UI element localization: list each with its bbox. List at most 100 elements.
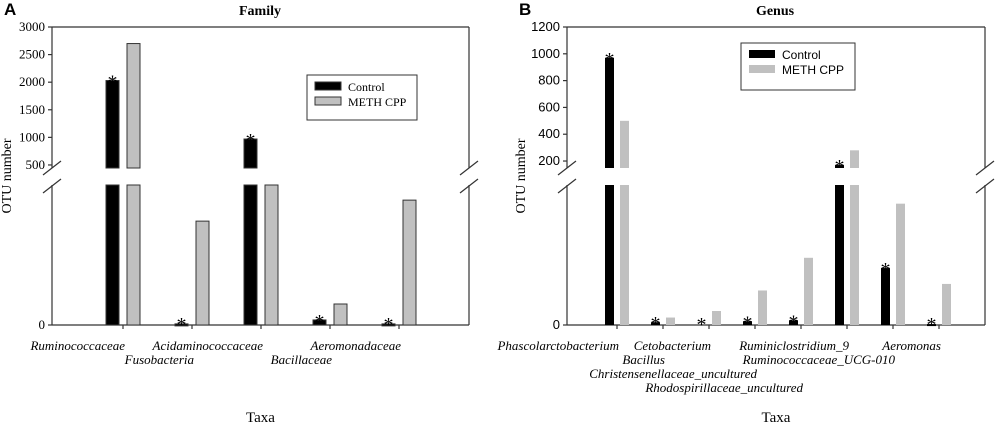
bar-meth-cpp-upper: [620, 120, 629, 168]
x-tick-label: Aeromonadaceae: [310, 338, 402, 353]
bar-control-lower: [835, 185, 844, 325]
significance-asterisk: *: [315, 311, 325, 333]
y-tick-label: 3000: [19, 19, 45, 34]
bar-meth-cpp-lower: [850, 185, 859, 325]
chart-title: Genus: [756, 4, 795, 19]
bar-meth-cpp: [402, 199, 417, 326]
legend-swatch-control: [314, 81, 342, 91]
x-tick-label: Aeromonas: [881, 338, 941, 353]
bar-meth-cpp: [195, 220, 210, 326]
significance-asterisk: *: [177, 314, 187, 336]
legend-label: METH CPP: [782, 63, 844, 77]
axis-break-mark: [975, 178, 995, 194]
legend-label: METH CPP: [348, 95, 407, 109]
significance-asterisk: *: [789, 311, 799, 333]
y-tick-label: 2500: [19, 47, 45, 62]
bar-control-upper: [243, 138, 258, 169]
bar-meth-cpp: [264, 184, 279, 326]
significance-asterisk: *: [246, 130, 256, 152]
y-tick-label: 400: [538, 126, 560, 141]
y-tick-label: 200: [538, 153, 560, 168]
significance-asterisk: *: [835, 156, 845, 178]
x-tick-label: Rhodospirillaceae_uncultured: [644, 380, 803, 395]
bar-control: [789, 320, 798, 325]
axis-break-mark: [557, 160, 577, 176]
bar-control: [651, 322, 660, 325]
bar-meth-cpp: [333, 303, 348, 326]
panel-b: B Genus OTU number Taxa 200 400 600 800 1000 1200…: [496, 0, 995, 426]
axis-break-mark: [557, 178, 577, 194]
chart-title: Family: [239, 4, 281, 19]
bar-meth-cpp: [712, 311, 721, 325]
panel-label: B: [519, 0, 531, 19]
bar-control: [312, 319, 327, 326]
axis-break-mark: [975, 160, 995, 176]
y-tick-label: 1500: [19, 102, 45, 117]
bar-control-lower: [243, 184, 258, 326]
bar-control-upper: [835, 165, 844, 168]
legend-label: Control: [782, 48, 821, 62]
bar-meth-cpp: [758, 290, 767, 325]
bar-meth-cpp-lower: [126, 184, 141, 326]
bar-meth-cpp: [804, 257, 813, 325]
bar-meth-cpp: [666, 317, 675, 325]
significance-asterisk: *: [927, 314, 937, 336]
x-tick-label: Acidaminococcaceae: [152, 338, 264, 353]
y-tick-label: 1000: [531, 46, 560, 61]
bar-control-lower: [105, 184, 120, 326]
axis-break-mark: [42, 160, 62, 176]
significance-asterisk: *: [651, 313, 661, 335]
x-axis-label: Taxa: [762, 410, 791, 426]
axis-break-mark: [459, 178, 479, 194]
x-tick-label: Bacillus: [622, 352, 665, 367]
y-tick-label: 600: [538, 99, 560, 114]
x-tick-label: Fusobacteria: [124, 352, 195, 367]
y-tick-label: 800: [538, 73, 560, 88]
significance-asterisk: *: [605, 49, 615, 71]
bar-control: [927, 324, 936, 327]
y-tick-label: 2000: [19, 74, 45, 89]
bar-control-upper: [105, 80, 120, 169]
bar-control-lower: [605, 185, 614, 325]
bar-control: [743, 321, 752, 325]
x-tick-label: Cetobacterium: [634, 338, 711, 353]
x-tick-label: Ruminococcaceae: [29, 338, 125, 353]
x-tick-label: Phascolarctobacterium: [496, 338, 619, 353]
panel-label: A: [4, 0, 16, 19]
x-tick-label: Bacillaceae: [271, 352, 333, 367]
y-tick-label: 1000: [19, 129, 45, 144]
significance-asterisk: *: [108, 72, 118, 94]
axis-break-mark: [42, 178, 62, 194]
significance-asterisk: *: [697, 314, 707, 336]
legend-swatch-meth-cpp: [314, 96, 342, 106]
bar-meth-cpp-upper: [850, 150, 859, 168]
axis-break-mark: [459, 160, 479, 176]
legend-swatch-control: [749, 50, 775, 58]
panel-a: A Family OTU number Taxa 500 1000 1500 2000 2500…: [0, 0, 479, 426]
x-tick-label: Christensenellaceae_uncultured: [589, 366, 757, 381]
legend-label: Control: [348, 80, 385, 94]
legend-swatch-meth-cpp: [749, 65, 775, 73]
x-axis-label: Taxa: [246, 410, 275, 426]
bar-meth-cpp: [896, 203, 905, 325]
y-axis-label: OTU number: [514, 138, 529, 213]
bar-meth-cpp-upper: [126, 43, 141, 169]
significance-asterisk: *: [743, 312, 753, 334]
y-tick-label: 500: [26, 157, 46, 172]
bar-control: [881, 268, 890, 325]
bar-meth-cpp-lower: [620, 185, 629, 325]
bar-control-upper: [605, 57, 614, 168]
bar-meth-cpp: [942, 283, 951, 325]
bar-control: [381, 323, 396, 327]
y-tick-label: 1200: [531, 19, 560, 34]
y-tick-label: 0: [553, 317, 560, 332]
bar-control: [174, 323, 189, 327]
y-axis-label: OTU number: [0, 138, 15, 213]
x-tick-label: Ruminiclostridium_9: [738, 338, 849, 353]
y-tick-label: 0: [39, 317, 46, 332]
significance-asterisk: *: [881, 259, 891, 281]
significance-asterisk: *: [384, 314, 394, 336]
